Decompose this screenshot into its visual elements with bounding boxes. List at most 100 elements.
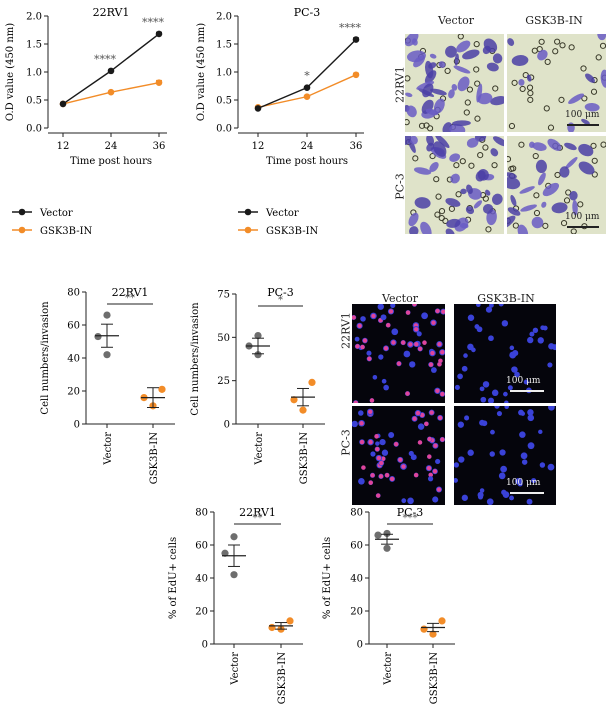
stained-cell	[492, 193, 503, 205]
invasion-dotplot-22rv1: 22RV1 Cell numbers/invasion 0 20 40 60 80 Vecto…	[40, 286, 175, 484]
stained-cell	[408, 212, 419, 227]
y-tick-label: 0.0	[216, 124, 232, 135]
y-tick-label: 2.0	[26, 12, 42, 23]
legend-marker	[18, 208, 26, 216]
edu-positive-nucleus	[426, 465, 432, 471]
nucleus	[488, 335, 494, 342]
membrane-pore	[542, 222, 549, 229]
edu-positive-nucleus	[432, 469, 438, 474]
edu-col-label-vector: Vector	[382, 292, 418, 305]
nucleus	[491, 389, 499, 397]
edu-positive-nucleus	[400, 340, 406, 345]
stained-cell	[442, 122, 453, 132]
membrane-pore	[433, 176, 440, 183]
x-axis-label: Time post hours	[70, 156, 152, 167]
edu-image-22rv1-gsk: 100 μm	[454, 304, 556, 403]
nucleus	[380, 314, 387, 321]
stained-cell	[422, 83, 434, 98]
stained-cell	[405, 34, 419, 47]
significance-label: **	[125, 293, 135, 304]
membrane-pore	[526, 84, 534, 91]
membrane-pore	[418, 122, 426, 129]
data-point	[299, 406, 307, 414]
data-point	[103, 351, 111, 359]
stained-cell	[507, 38, 515, 46]
nucleus	[421, 312, 428, 320]
nucleus	[548, 406, 555, 411]
y-tick-label: 20	[67, 387, 80, 398]
edu-positive-nucleus	[398, 457, 403, 463]
stained-cell	[446, 218, 461, 228]
y-tick-label: 20	[350, 607, 363, 618]
stained-cell	[492, 53, 503, 64]
membrane-pore	[442, 217, 449, 225]
stained-cell	[420, 221, 432, 234]
stained-cell	[426, 142, 435, 152]
scale-bar	[567, 124, 599, 126]
data-point	[254, 351, 262, 359]
stained-cell	[493, 136, 504, 147]
chart-title: 22RV1	[239, 506, 276, 519]
edu-row-label-pc3: PC-3	[339, 429, 353, 456]
nucleus	[482, 381, 490, 388]
edu-row-label-22rv1: 22RV1	[339, 312, 353, 349]
edu-positive-nucleus	[424, 421, 429, 427]
nucleus	[479, 386, 485, 392]
nucleus	[381, 378, 387, 384]
stained-cell	[564, 142, 577, 151]
y-axis-label: Cell numbers/invasion	[40, 301, 51, 415]
stained-cell	[542, 182, 560, 197]
nucleus	[403, 350, 411, 358]
edu-positive-nucleus	[355, 344, 360, 349]
y-tick-label: 40	[67, 354, 80, 365]
od-chart-pc3: PC-3 O.D value (450 nm) 0.0 0.5 1.0 1.5 2.0 12 2…	[196, 6, 364, 237]
membrane-pore	[434, 211, 441, 218]
edu-positive-nucleus	[437, 342, 442, 347]
nucleus	[503, 391, 508, 397]
edu-positive-nucleus	[438, 358, 443, 364]
nucleus	[360, 316, 366, 322]
edu-positive-nucleus	[405, 391, 410, 396]
membrane-pore	[590, 142, 597, 149]
y-tick-label: 40	[195, 574, 208, 585]
edu-positive-nucleus	[352, 315, 356, 320]
nucleus	[409, 361, 416, 368]
membrane-pore	[438, 214, 445, 222]
edu-positive-nucleus	[427, 436, 432, 442]
membrane-pore	[552, 48, 559, 55]
scale-bar	[510, 492, 544, 494]
data-point	[383, 529, 391, 538]
membrane-pore	[457, 34, 464, 40]
edu-positive-nucleus	[433, 443, 438, 448]
nucleus	[498, 472, 506, 480]
y-tick-label: 1.0	[216, 68, 232, 79]
y-tick-label: 40	[350, 574, 363, 585]
stained-cell	[473, 200, 483, 209]
edu-positive-nucleus	[369, 398, 375, 403]
x-tick-label: 24	[301, 141, 314, 152]
nucleus	[390, 304, 396, 308]
stained-cell	[520, 204, 537, 212]
data-point	[155, 30, 163, 38]
nucleus	[432, 496, 439, 503]
legend-marker	[244, 226, 252, 234]
nucleus	[504, 406, 509, 409]
edu-positive-nucleus	[414, 342, 419, 347]
stained-cell	[559, 166, 570, 178]
nucleus	[498, 304, 504, 307]
invasion-image-pc3-vector	[405, 136, 504, 234]
significance-label: ****	[339, 22, 362, 35]
nucleus	[547, 362, 553, 368]
stained-cell	[510, 194, 517, 207]
nucleus	[377, 304, 384, 310]
membrane-pore	[473, 41, 480, 48]
stained-cell	[448, 89, 455, 99]
edu-positive-nucleus	[359, 421, 364, 426]
nucleus	[520, 452, 528, 460]
membrane-pore	[511, 79, 518, 86]
membrane-pore	[405, 75, 411, 82]
y-axis-label: Cell numbers/invasion	[190, 302, 201, 416]
stained-cell	[490, 96, 504, 106]
significance-label: *	[278, 295, 283, 306]
stained-cell	[507, 215, 516, 229]
